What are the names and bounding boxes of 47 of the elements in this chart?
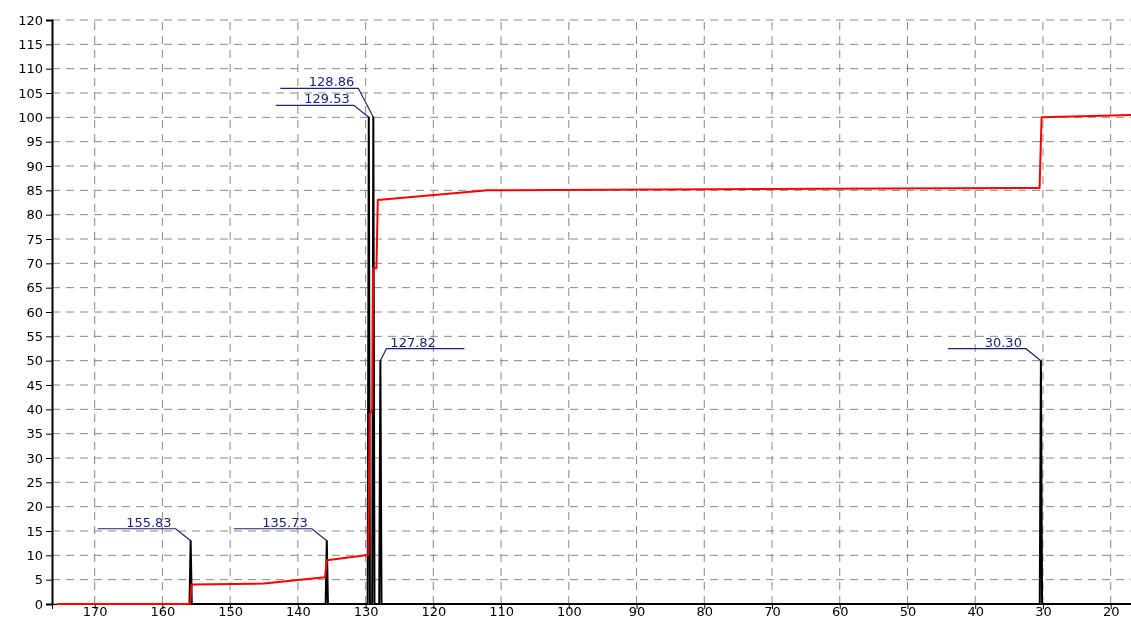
y-tick-label: 60: [26, 304, 43, 320]
y-tick-label: 55: [26, 328, 43, 344]
annotation: 155.83: [126, 514, 172, 530]
y-tick-label: 110: [18, 61, 43, 77]
annotation: 129.53: [304, 91, 350, 107]
x-tick-label: 130: [353, 603, 379, 619]
annotation: 127.82: [390, 334, 436, 350]
y-tick-label: 85: [26, 182, 43, 198]
x-tick-label: 70: [764, 603, 781, 619]
x-tick-label: 110: [489, 603, 514, 619]
y-tick-label: 35: [26, 426, 43, 442]
y-tick-label: 75: [26, 231, 43, 247]
x-tick-label: 160: [150, 603, 176, 619]
y-tick-label: 15: [26, 523, 43, 539]
annotation: 30.30: [984, 334, 1022, 350]
y-tick-label: 90: [26, 158, 43, 174]
y-tick-label: 95: [26, 134, 43, 150]
y-tick-label: 70: [26, 255, 43, 271]
x-tick-label: 60: [831, 603, 849, 619]
x-tick-label: 90: [628, 603, 646, 619]
y-tick-label: 105: [18, 85, 43, 101]
x-tick-label: 30: [1035, 603, 1052, 619]
annotation: 135.73: [262, 514, 308, 530]
y-tick-label: 45: [26, 377, 43, 393]
y-tick-label: 115: [18, 36, 43, 52]
x-tick-label: 80: [696, 603, 714, 619]
y-tick-label: 25: [26, 474, 43, 490]
x-tick-label: 120: [421, 603, 447, 619]
x-tick-label: 170: [82, 603, 108, 619]
x-tick-label: 20: [1102, 603, 1120, 619]
y-tick-label: 40: [26, 401, 43, 417]
y-tick-label: 120: [18, 12, 43, 28]
annotation: 128.86: [308, 74, 355, 90]
y-tick-label: 20: [26, 499, 43, 515]
y-tick-label: 10: [26, 547, 43, 563]
x-tick-label: 40: [967, 603, 984, 619]
x-tick-label: 50: [899, 603, 917, 619]
y-tick-label: 100: [18, 109, 43, 125]
x-tick-label: 140: [285, 603, 311, 619]
x-tick-label: 150: [218, 603, 244, 619]
y-tick-label: 80: [26, 207, 43, 223]
y-tick-label: 50: [26, 353, 43, 369]
y-tick-label: 0: [34, 596, 43, 612]
y-tick-label: 30: [26, 450, 43, 466]
x-tick-label: 100: [556, 603, 582, 619]
y-tick-label: 65: [26, 280, 43, 296]
y-tick-label: 5: [34, 572, 43, 588]
